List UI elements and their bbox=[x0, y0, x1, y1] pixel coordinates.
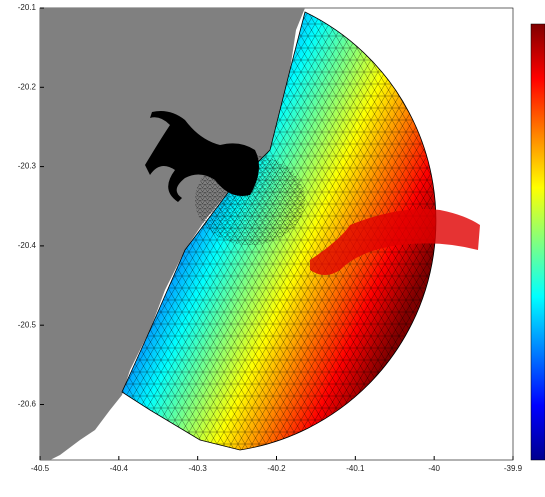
x-tick-label: -40.3 bbox=[189, 464, 208, 473]
x-tick-label: -40.4 bbox=[110, 464, 129, 473]
y-tick-label: -20.6 bbox=[18, 400, 37, 409]
x-tick-label: -40 bbox=[428, 464, 440, 473]
chart: -40.5 -40.4 -40.3 -40.2 -40.1 -40 -39.9 -20.1 -2… bbox=[0, 0, 545, 497]
x-tick-label: -40.2 bbox=[267, 464, 286, 473]
page: {"chart_data": {"type": "map", "xlim": [… bbox=[0, 0, 545, 497]
y-tick-label: -20.3 bbox=[18, 162, 37, 171]
colorbar bbox=[531, 24, 545, 460]
x-tick-label: -40.5 bbox=[31, 464, 50, 473]
y-tick-label: -20.2 bbox=[18, 82, 37, 91]
x-tick-label: -40.1 bbox=[346, 464, 365, 473]
y-tick-label: -20.5 bbox=[18, 320, 37, 329]
y-tick-label: -20.1 bbox=[18, 3, 37, 12]
x-tick-label: -39.9 bbox=[504, 464, 523, 473]
y-tick-label: -20.4 bbox=[18, 241, 37, 250]
